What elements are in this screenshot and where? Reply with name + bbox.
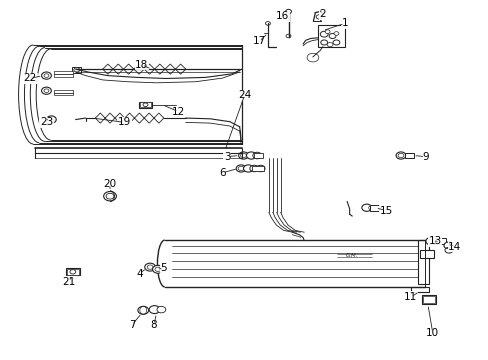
Bar bbox=[422, 296, 434, 303]
Bar bbox=[54, 71, 73, 77]
Circle shape bbox=[236, 165, 245, 172]
Bar bbox=[410, 287, 428, 292]
Circle shape bbox=[144, 263, 155, 271]
Circle shape bbox=[328, 33, 335, 39]
Circle shape bbox=[397, 153, 403, 158]
Text: 3: 3 bbox=[224, 152, 230, 162]
Text: 13: 13 bbox=[427, 236, 441, 246]
Circle shape bbox=[256, 165, 264, 172]
Circle shape bbox=[142, 103, 147, 107]
Circle shape bbox=[285, 9, 291, 14]
Text: 17: 17 bbox=[252, 36, 265, 46]
Circle shape bbox=[103, 192, 116, 201]
Circle shape bbox=[243, 165, 253, 172]
Text: 6: 6 bbox=[219, 168, 225, 178]
Bar bbox=[421, 295, 435, 304]
Circle shape bbox=[147, 265, 153, 269]
Text: 18: 18 bbox=[135, 60, 148, 70]
Text: 11: 11 bbox=[403, 292, 417, 302]
Bar bbox=[66, 268, 80, 275]
Circle shape bbox=[249, 165, 258, 172]
Circle shape bbox=[333, 32, 338, 35]
Circle shape bbox=[309, 55, 316, 60]
Bar bbox=[139, 102, 151, 108]
Circle shape bbox=[106, 193, 114, 199]
Text: 10: 10 bbox=[426, 328, 438, 338]
Circle shape bbox=[138, 306, 148, 314]
Circle shape bbox=[44, 89, 49, 93]
Text: 8: 8 bbox=[150, 320, 157, 330]
Text: 23: 23 bbox=[40, 117, 53, 127]
Circle shape bbox=[152, 265, 163, 273]
Circle shape bbox=[326, 42, 332, 47]
Circle shape bbox=[444, 247, 452, 253]
Circle shape bbox=[368, 206, 374, 210]
Circle shape bbox=[265, 22, 270, 25]
Bar bbox=[419, 250, 433, 258]
Circle shape bbox=[315, 15, 321, 19]
Circle shape bbox=[320, 31, 327, 37]
Bar bbox=[317, 25, 344, 47]
Circle shape bbox=[306, 53, 318, 62]
Circle shape bbox=[443, 242, 453, 249]
Text: 24: 24 bbox=[237, 90, 251, 100]
Bar bbox=[67, 269, 79, 275]
Circle shape bbox=[44, 74, 49, 77]
Bar bbox=[140, 102, 150, 107]
Circle shape bbox=[240, 153, 246, 158]
Circle shape bbox=[285, 34, 290, 38]
Text: 4: 4 bbox=[136, 269, 142, 279]
Circle shape bbox=[332, 40, 339, 45]
Circle shape bbox=[155, 267, 161, 271]
Text: 5: 5 bbox=[160, 263, 167, 273]
Circle shape bbox=[325, 30, 329, 33]
Circle shape bbox=[49, 118, 54, 121]
Circle shape bbox=[246, 152, 256, 159]
Circle shape bbox=[157, 306, 165, 313]
Text: 1: 1 bbox=[341, 18, 347, 28]
Text: 12: 12 bbox=[171, 107, 185, 117]
Circle shape bbox=[395, 152, 405, 159]
Circle shape bbox=[74, 68, 80, 72]
Bar bbox=[72, 67, 81, 73]
Text: 9: 9 bbox=[421, 152, 428, 162]
Bar bbox=[369, 205, 379, 211]
Text: G.M.: G.M. bbox=[345, 253, 358, 258]
Circle shape bbox=[238, 166, 244, 171]
Text: 7: 7 bbox=[128, 320, 135, 330]
Text: 16: 16 bbox=[275, 11, 289, 21]
Bar bbox=[417, 240, 428, 284]
Text: 22: 22 bbox=[23, 73, 37, 84]
Circle shape bbox=[149, 306, 160, 314]
Circle shape bbox=[46, 116, 56, 123]
Text: 21: 21 bbox=[61, 276, 75, 287]
Circle shape bbox=[238, 152, 248, 159]
Text: 20: 20 bbox=[103, 179, 116, 189]
Circle shape bbox=[70, 270, 76, 274]
Bar bbox=[435, 238, 445, 244]
Bar bbox=[404, 153, 413, 158]
Circle shape bbox=[252, 152, 261, 159]
Circle shape bbox=[427, 239, 433, 243]
Circle shape bbox=[320, 40, 327, 45]
Bar bbox=[254, 153, 263, 158]
Text: 2: 2 bbox=[319, 9, 325, 19]
Text: 15: 15 bbox=[379, 206, 392, 216]
Circle shape bbox=[361, 204, 371, 211]
Circle shape bbox=[41, 87, 51, 94]
Bar bbox=[54, 90, 73, 95]
Bar bbox=[251, 166, 264, 171]
Circle shape bbox=[425, 237, 436, 245]
Circle shape bbox=[41, 72, 51, 79]
Text: 19: 19 bbox=[118, 117, 131, 127]
Text: 14: 14 bbox=[447, 242, 461, 252]
